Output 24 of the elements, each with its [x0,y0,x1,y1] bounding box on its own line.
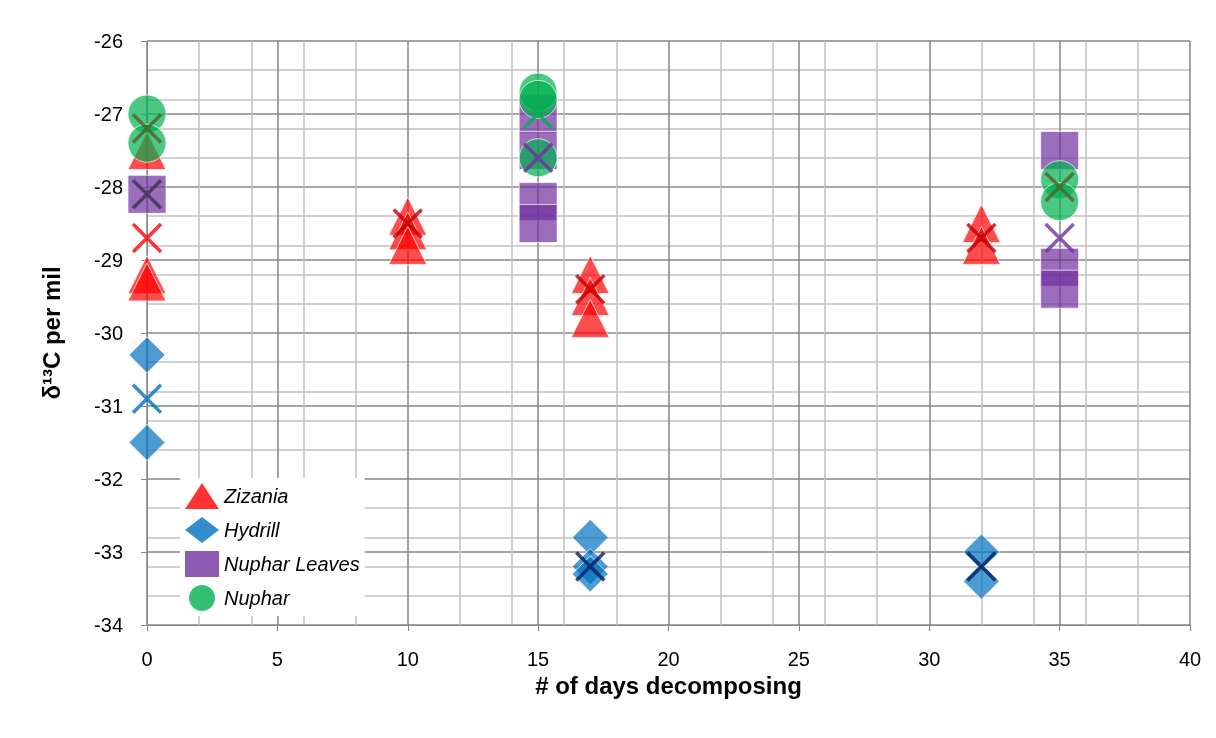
legend-label: Zizania [223,485,289,507]
y-tick-label: -31 [94,395,123,417]
x-tick-label: 20 [657,648,680,670]
y-tick-label: -32 [94,468,123,490]
y-tick-label: -27 [94,103,123,125]
x-tick-label: 35 [1048,648,1071,670]
y-tick-label: -33 [94,541,123,563]
x-tick-label: 40 [1178,648,1202,670]
x-tick-label: 5 [271,648,283,670]
x-tick-label: 30 [918,648,941,670]
y-tick-label: -29 [94,249,123,271]
y-axis-title: δ¹³C per mil [37,266,65,400]
y-tick-label: -28 [94,176,123,198]
x-tick-label: 15 [527,648,550,670]
y-tick-label: -30 [94,322,123,344]
x-tick-label: 25 [787,648,810,670]
x-tick-label: 10 [396,648,419,670]
y-tick-label: -34 [94,614,123,636]
x-tick-label: 0 [141,648,153,670]
x-axis-title: # of days decomposing [535,672,802,700]
legend-label: Nuphar [224,587,291,609]
legend-label: Hydrill [224,519,281,541]
y-tick-label: -26 [94,30,123,52]
legend-label: Nuphar Leaves [224,553,360,575]
